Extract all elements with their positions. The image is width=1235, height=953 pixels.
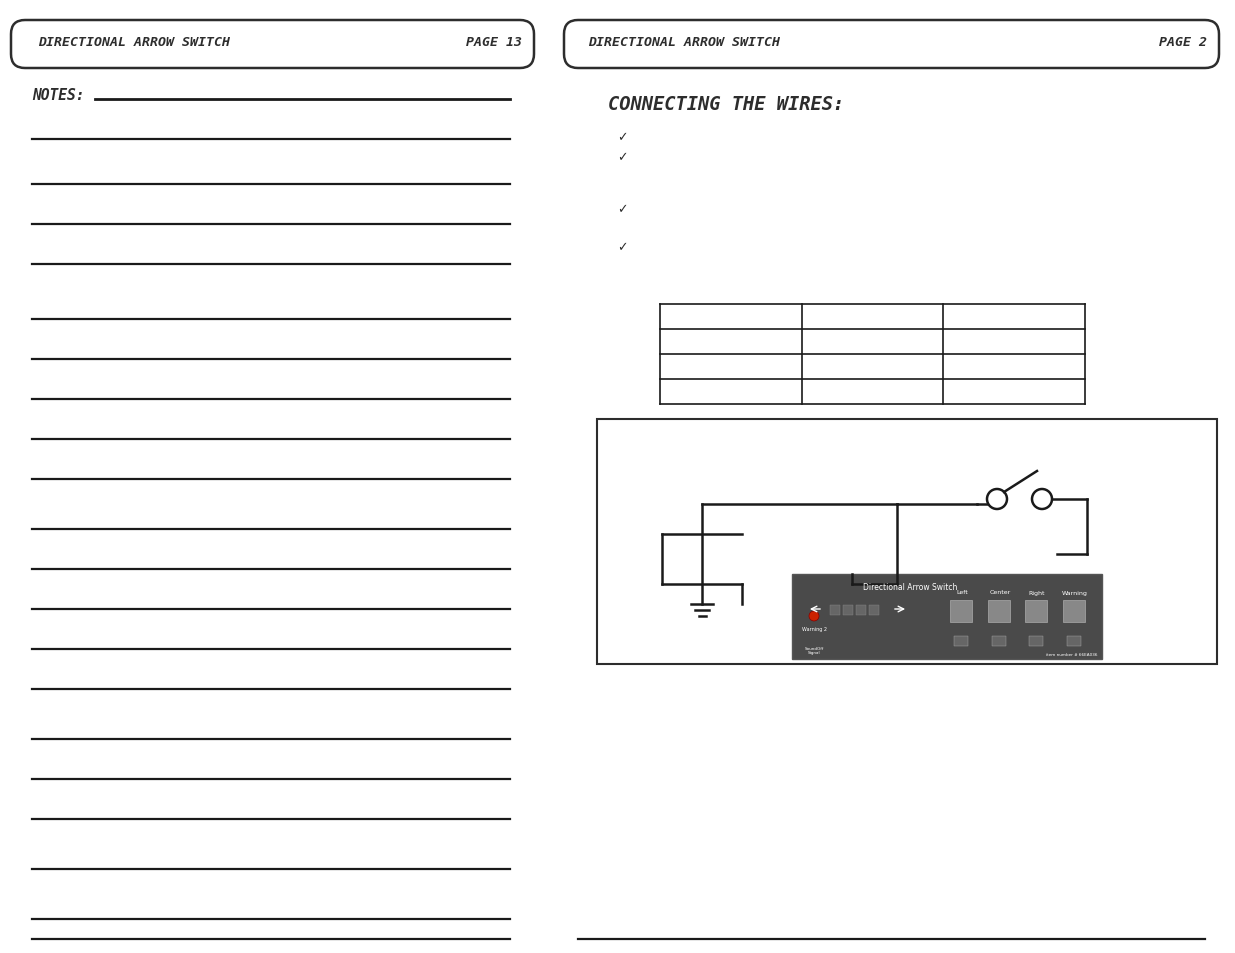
Text: item number # 66EA036: item number # 66EA036 — [1046, 652, 1097, 657]
Text: DIRECTIONAL ARROW SWITCH: DIRECTIONAL ARROW SWITCH — [38, 35, 230, 49]
Text: CONNECTING THE WIRES:: CONNECTING THE WIRES: — [608, 95, 845, 114]
Bar — [1025, 600, 1047, 622]
Bar — [950, 600, 972, 622]
Text: Directional Arrow Switch: Directional Arrow Switch — [862, 582, 957, 591]
Bar — [597, 419, 1216, 664]
Bar — [992, 637, 1007, 646]
Text: DIRECTIONAL ARROW SWITCH: DIRECTIONAL ARROW SWITCH — [588, 35, 781, 49]
Bar — [792, 575, 1102, 659]
Bar — [1063, 600, 1086, 622]
Text: Warning: Warning — [1062, 590, 1088, 595]
FancyBboxPatch shape — [564, 21, 1219, 69]
Text: NOTES:: NOTES: — [32, 88, 84, 102]
Text: ✓: ✓ — [618, 152, 627, 164]
Bar — [988, 600, 1010, 622]
Bar — [869, 605, 879, 616]
Text: Center: Center — [989, 590, 1010, 595]
Bar — [953, 637, 968, 646]
Text: PAGE 2: PAGE 2 — [1158, 35, 1207, 49]
Text: ✓: ✓ — [618, 241, 627, 254]
FancyBboxPatch shape — [11, 21, 534, 69]
Text: PAGE 13: PAGE 13 — [466, 35, 522, 49]
Text: Warning 2: Warning 2 — [802, 627, 826, 632]
Bar — [844, 605, 853, 616]
Text: Right: Right — [1029, 590, 1045, 595]
Text: Left: Left — [956, 590, 968, 595]
Text: ✓: ✓ — [618, 203, 627, 216]
Text: ✓: ✓ — [618, 132, 627, 144]
Bar — [1067, 637, 1081, 646]
Bar — [1029, 637, 1044, 646]
Text: SoundOff
Signal: SoundOff Signal — [804, 646, 824, 655]
Bar — [856, 605, 866, 616]
Circle shape — [809, 612, 819, 621]
Bar — [830, 605, 840, 616]
